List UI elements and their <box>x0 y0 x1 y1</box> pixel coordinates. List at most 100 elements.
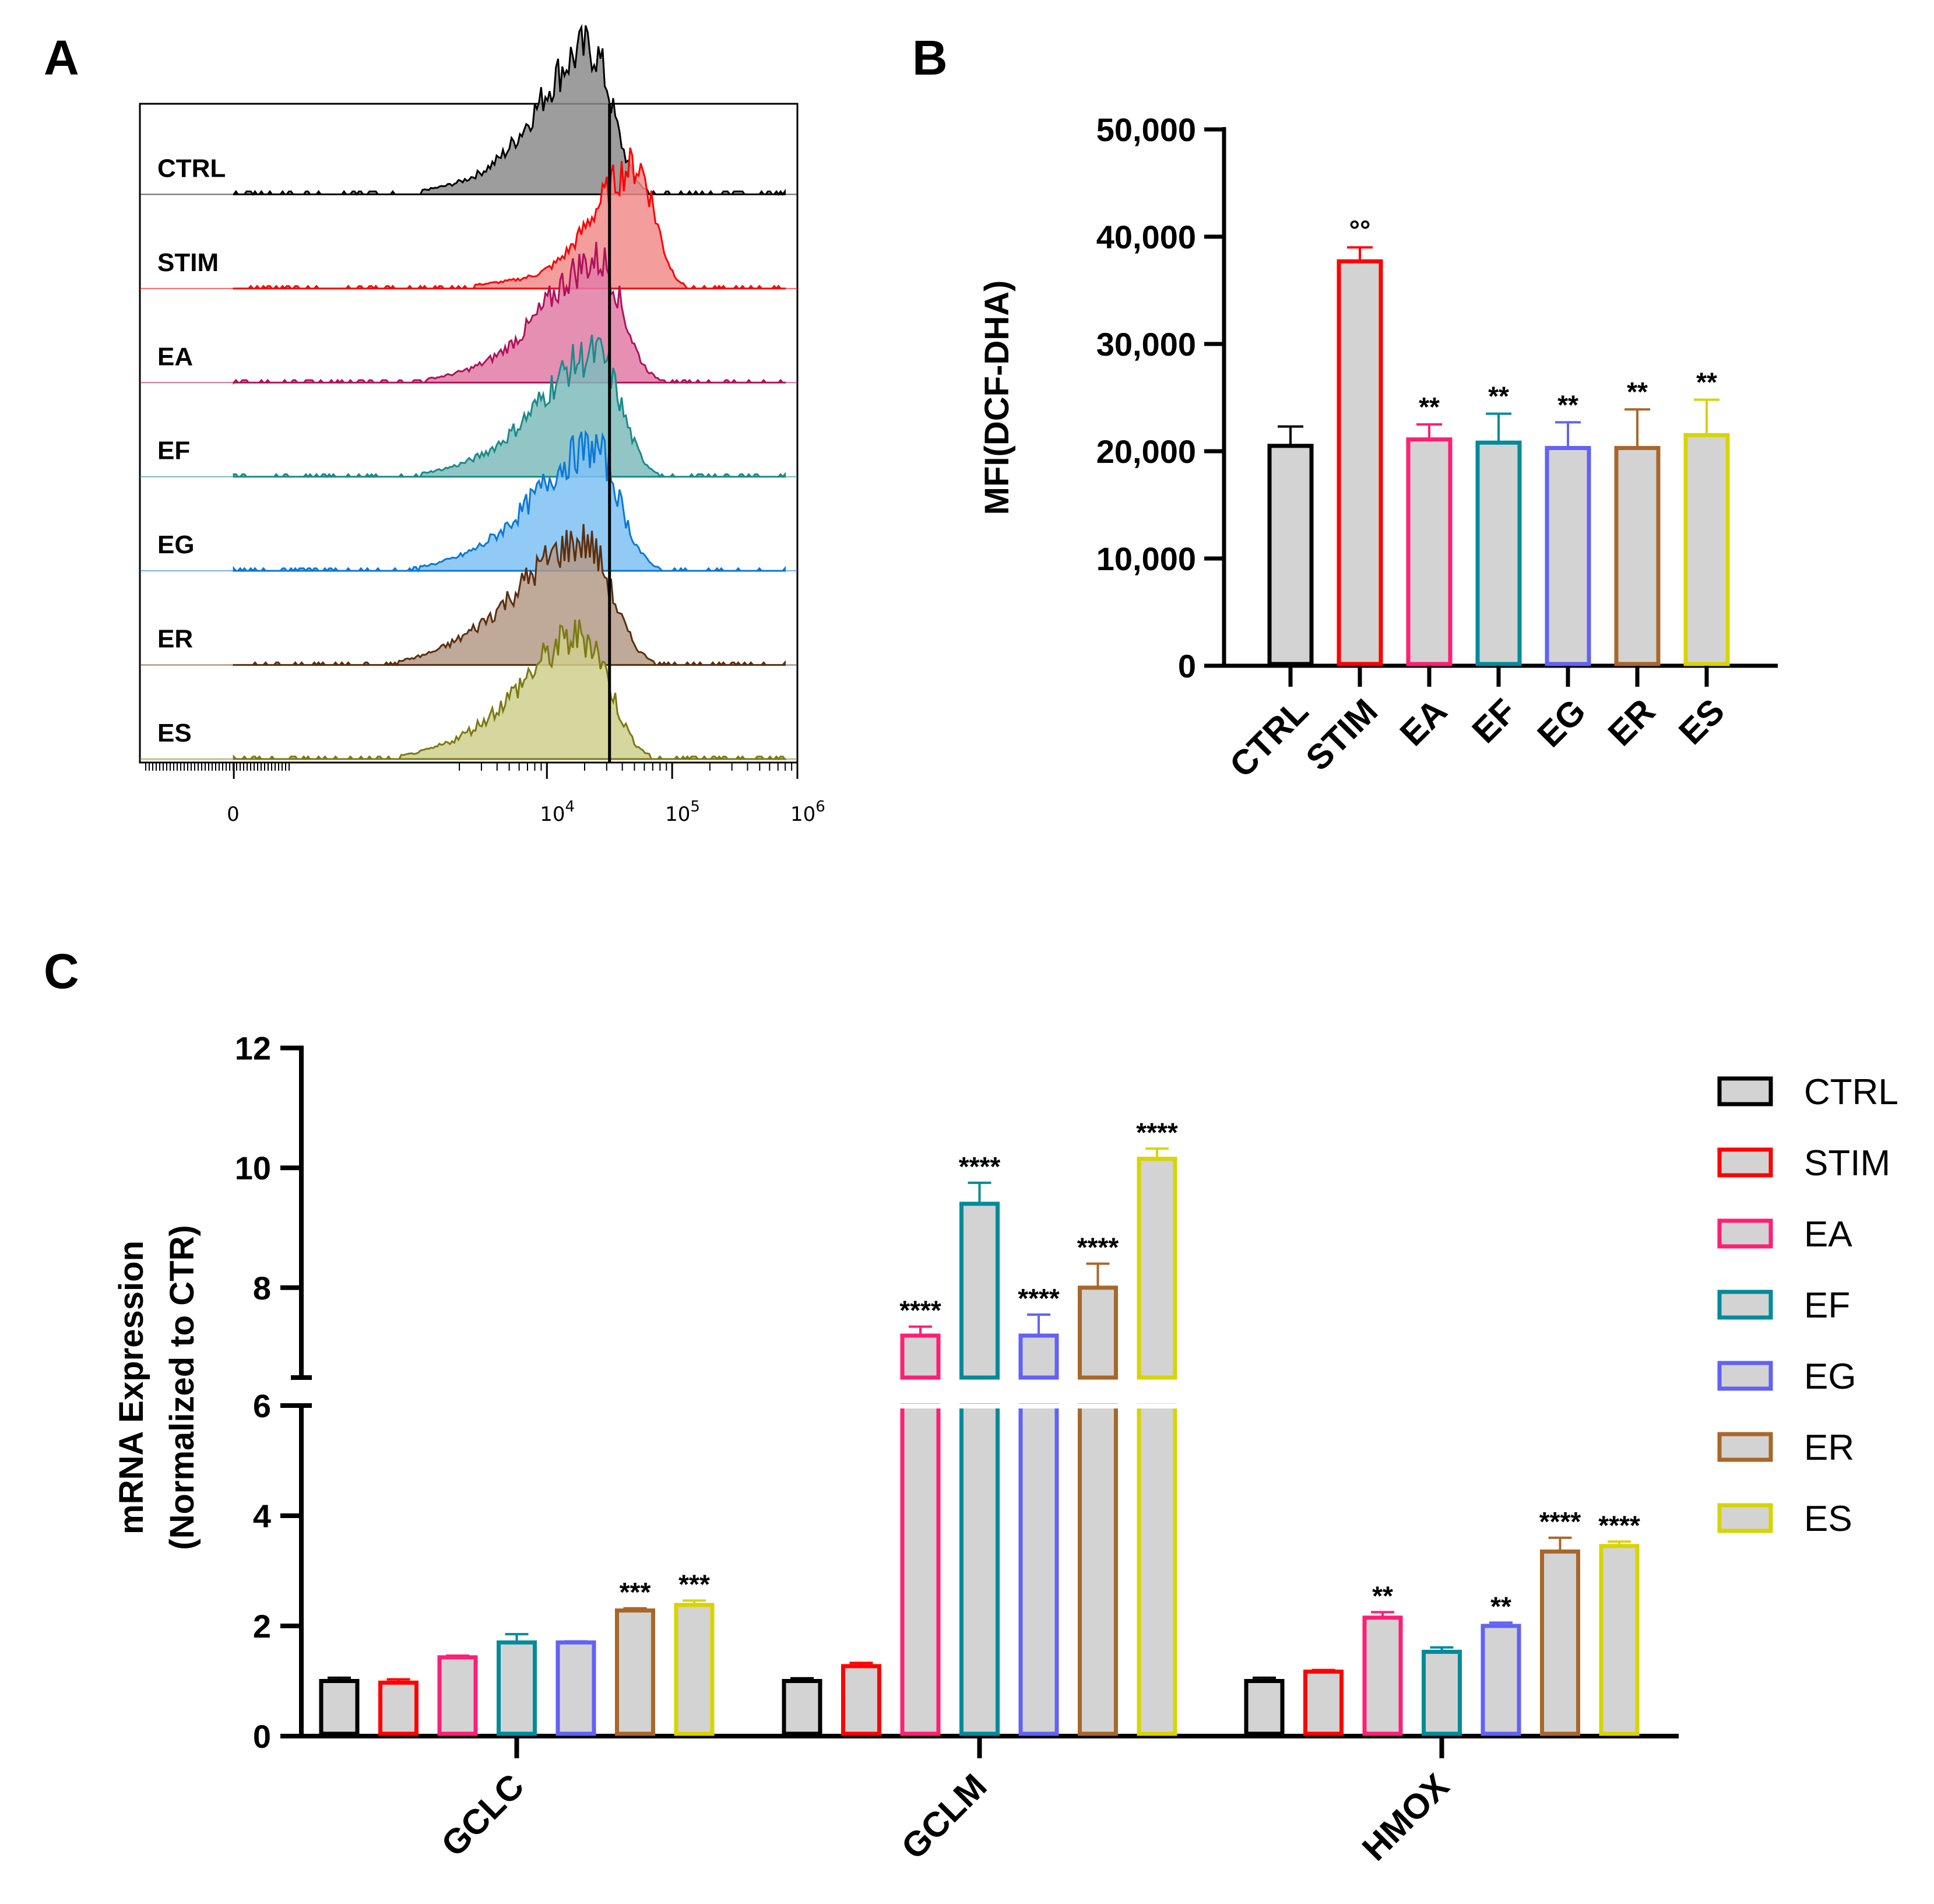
panel-c-bar-chart: 0 2 4 6 8 10 12 mRNA Expression (Normalized to C… <box>112 1030 1898 1868</box>
x-tick-label-gclm: GCLM <box>894 1766 994 1867</box>
significance-label: ** <box>1627 377 1648 407</box>
x-tick-label-ctrl: CTRL <box>1222 691 1316 785</box>
legend-label-es: ES <box>1804 1499 1852 1539</box>
break-mask <box>1135 1404 1179 1408</box>
significance-label: ** <box>1419 392 1440 422</box>
track-label-ea: EA <box>157 342 193 371</box>
x-tick-label-hmox: HMOX <box>1355 1766 1457 1868</box>
bar-eg <box>1545 445 1591 666</box>
histogram-frame <box>139 103 799 764</box>
significance-label: **** <box>1136 1117 1178 1147</box>
legend-swatch-er <box>1717 1432 1773 1462</box>
bar-es-gclm-lower <box>1137 1403 1177 1736</box>
significance-label: **** <box>1539 1506 1581 1537</box>
bar-er-gclm-upper <box>1078 1285 1118 1380</box>
bar-ef-gclc <box>497 1640 537 1736</box>
y-tick-label: 4 <box>253 1498 271 1534</box>
significance-label: **** <box>899 1295 941 1326</box>
bar-ctrl-gclc <box>319 1679 360 1736</box>
y-tick-label: 12 <box>235 1030 271 1067</box>
y-axis-label: MFI(DCF-DHA) <box>978 280 1016 515</box>
x-tick-label: 104 <box>540 798 575 826</box>
y-tick-label: 40,000 <box>1096 219 1196 255</box>
y-axis-label-line1: mRNA Expression <box>112 1241 150 1534</box>
bar-ctrl-gclm <box>782 1679 822 1736</box>
x-tick-label: 105 <box>665 798 700 826</box>
significance-label: **** <box>1018 1283 1060 1313</box>
significance-label: **** <box>1077 1232 1119 1263</box>
bar-stim-gclc <box>378 1680 419 1736</box>
break-mask <box>1076 1404 1120 1408</box>
x-tick-base: 10 <box>665 803 690 826</box>
panel-label-a: A <box>44 30 79 85</box>
track-label-ctrl: CTRL <box>157 154 226 182</box>
y-tick-label: 50,000 <box>1096 111 1196 148</box>
x-tick-label: 0 <box>227 803 240 826</box>
legend-swatch-ea <box>1717 1218 1773 1249</box>
significance-label: °° <box>1349 215 1371 245</box>
bar-eg-hmox <box>1481 1624 1521 1736</box>
bar-es-gclc <box>674 1603 715 1736</box>
break-mask <box>1017 1404 1060 1408</box>
significance-label: ** <box>1488 381 1509 412</box>
bar-ef-gclm-upper <box>959 1202 1000 1380</box>
x-tick-label-ea: EA <box>1393 691 1454 753</box>
bar-er-hmox <box>1540 1549 1580 1736</box>
x-tick-exp: 6 <box>815 798 825 816</box>
x-tick-exp: 5 <box>690 798 700 816</box>
legend-label-ctrl: CTRL <box>1804 1072 1898 1112</box>
legend-swatch-stim <box>1717 1147 1773 1178</box>
y-tick-label: 0 <box>1178 648 1196 684</box>
y-tick-label: 2 <box>253 1608 271 1645</box>
significance-label: ** <box>1490 1591 1511 1621</box>
bar-eg-gclm-lower <box>1018 1403 1059 1736</box>
panel-label-b: B <box>912 30 948 85</box>
y-tick-label: 8 <box>253 1270 271 1306</box>
x-tick-label-es: ES <box>1671 691 1732 752</box>
bar-eg-gclm-upper <box>1018 1333 1059 1380</box>
x-tick-label: 106 <box>790 798 825 826</box>
bar-ea-gclm-lower <box>900 1403 941 1736</box>
legend-label-ef: EF <box>1804 1285 1850 1326</box>
bar-er-gclm-lower <box>1078 1403 1118 1736</box>
track-label-ef: EF <box>157 437 190 465</box>
y-tick-label: 6 <box>253 1387 271 1424</box>
legend-label-eg: EG <box>1804 1357 1856 1397</box>
track-label-stim: STIM <box>157 248 219 277</box>
y-tick-label: 10,000 <box>1096 540 1196 577</box>
x-tick-label-ef: EF <box>1465 691 1524 751</box>
bar-eg-gclc <box>555 1640 596 1736</box>
legend-label-stim: STIM <box>1804 1143 1890 1183</box>
bar-ea-gclm-upper <box>900 1333 941 1380</box>
break-mask <box>958 1404 1001 1408</box>
legend-swatch-eg <box>1717 1361 1773 1391</box>
bar-er-gclc <box>615 1608 655 1736</box>
x-tick-exp: 4 <box>565 798 575 816</box>
x-tick-label-gclc: GCLC <box>434 1766 532 1864</box>
bar-es <box>1683 433 1730 666</box>
histogram-ctrl <box>233 24 786 196</box>
significance-label: *** <box>678 1569 710 1600</box>
significance-label: **** <box>959 1151 1001 1182</box>
significance-label: ** <box>1372 1580 1393 1611</box>
bar-ctrl-hmox <box>1244 1679 1285 1736</box>
bar-es-hmox <box>1599 1544 1640 1736</box>
significance-label: ** <box>1557 389 1578 420</box>
legend-label-ea: EA <box>1804 1214 1852 1255</box>
panel-b-bar-chart: 0 10,000 20,000 30,000 40,000 50,000 MFI(DCF-D… <box>978 111 1778 785</box>
bar-ctrl <box>1267 444 1314 666</box>
y-tick-label: 10 <box>235 1150 271 1186</box>
histogram-es <box>233 619 787 761</box>
x-tick-label-stim: STIM <box>1298 691 1385 778</box>
y-tick-label: 20,000 <box>1096 433 1196 470</box>
legend-swatch-ef <box>1717 1290 1773 1320</box>
x-tick-base: 0 <box>227 803 240 826</box>
bar-ea-hmox <box>1362 1615 1403 1736</box>
bar-er <box>1614 445 1661 666</box>
bar-ea <box>1406 437 1453 666</box>
break-mask <box>899 1404 942 1408</box>
bar-stim-hmox <box>1303 1669 1344 1736</box>
significance-label: ** <box>1696 367 1717 398</box>
